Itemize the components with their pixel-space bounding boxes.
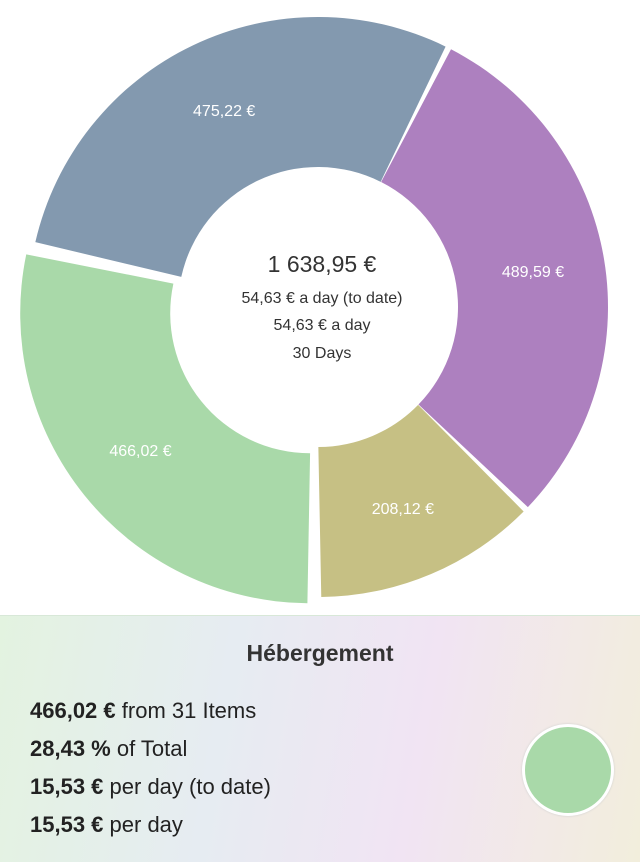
center-text: 54,63 € a day (to date) [242,290,403,307]
center-text: 1 638,95 € [268,251,377,277]
center-text: 54,63 € a day [274,317,371,334]
detail-amount: 15,53 € [30,812,104,837]
donut-slice [381,49,608,508]
detail-line: 466,02 € from 31 Items [30,698,256,724]
detail-text: from 31 Items [121,698,257,723]
detail-line: 28,43 % of Total [30,736,187,762]
chart: 489,59 € 208,12 € 466,02 € 475,22 € 1 638,95… [20,17,608,604]
detail-amount: 466,02 € [30,698,116,723]
detail-text: per day [109,812,183,837]
detail-line: 15,53 € per day [30,812,183,838]
detail-amount: 28,43 % [30,736,111,761]
donut-slice [20,254,311,604]
slice-label: 466,02 € [109,443,171,460]
detail-text: of Total [116,736,188,761]
detail-text: per day (to date) [109,774,271,799]
donut-hole [179,168,457,446]
donut-slice [35,17,446,277]
detail-panel: Hébergement 466,02 € from 31 Items 28,43 … [0,615,640,862]
slice-label: 489,59 € [502,264,564,281]
detail-swatch [522,724,614,816]
donut-slice [318,404,524,597]
detail-line: 15,53 € per day (to date) [30,774,271,800]
slice-label: 475,22 € [193,103,255,120]
slice-label: 208,12 € [372,501,434,518]
detail-amount: 15,53 € [30,774,104,799]
center-text: 30 Days [293,345,352,362]
detail-title: Hébergement [246,640,394,666]
